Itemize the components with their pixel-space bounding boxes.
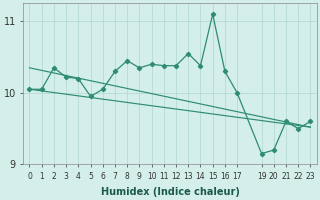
X-axis label: Humidex (Indice chaleur): Humidex (Indice chaleur)	[100, 187, 239, 197]
